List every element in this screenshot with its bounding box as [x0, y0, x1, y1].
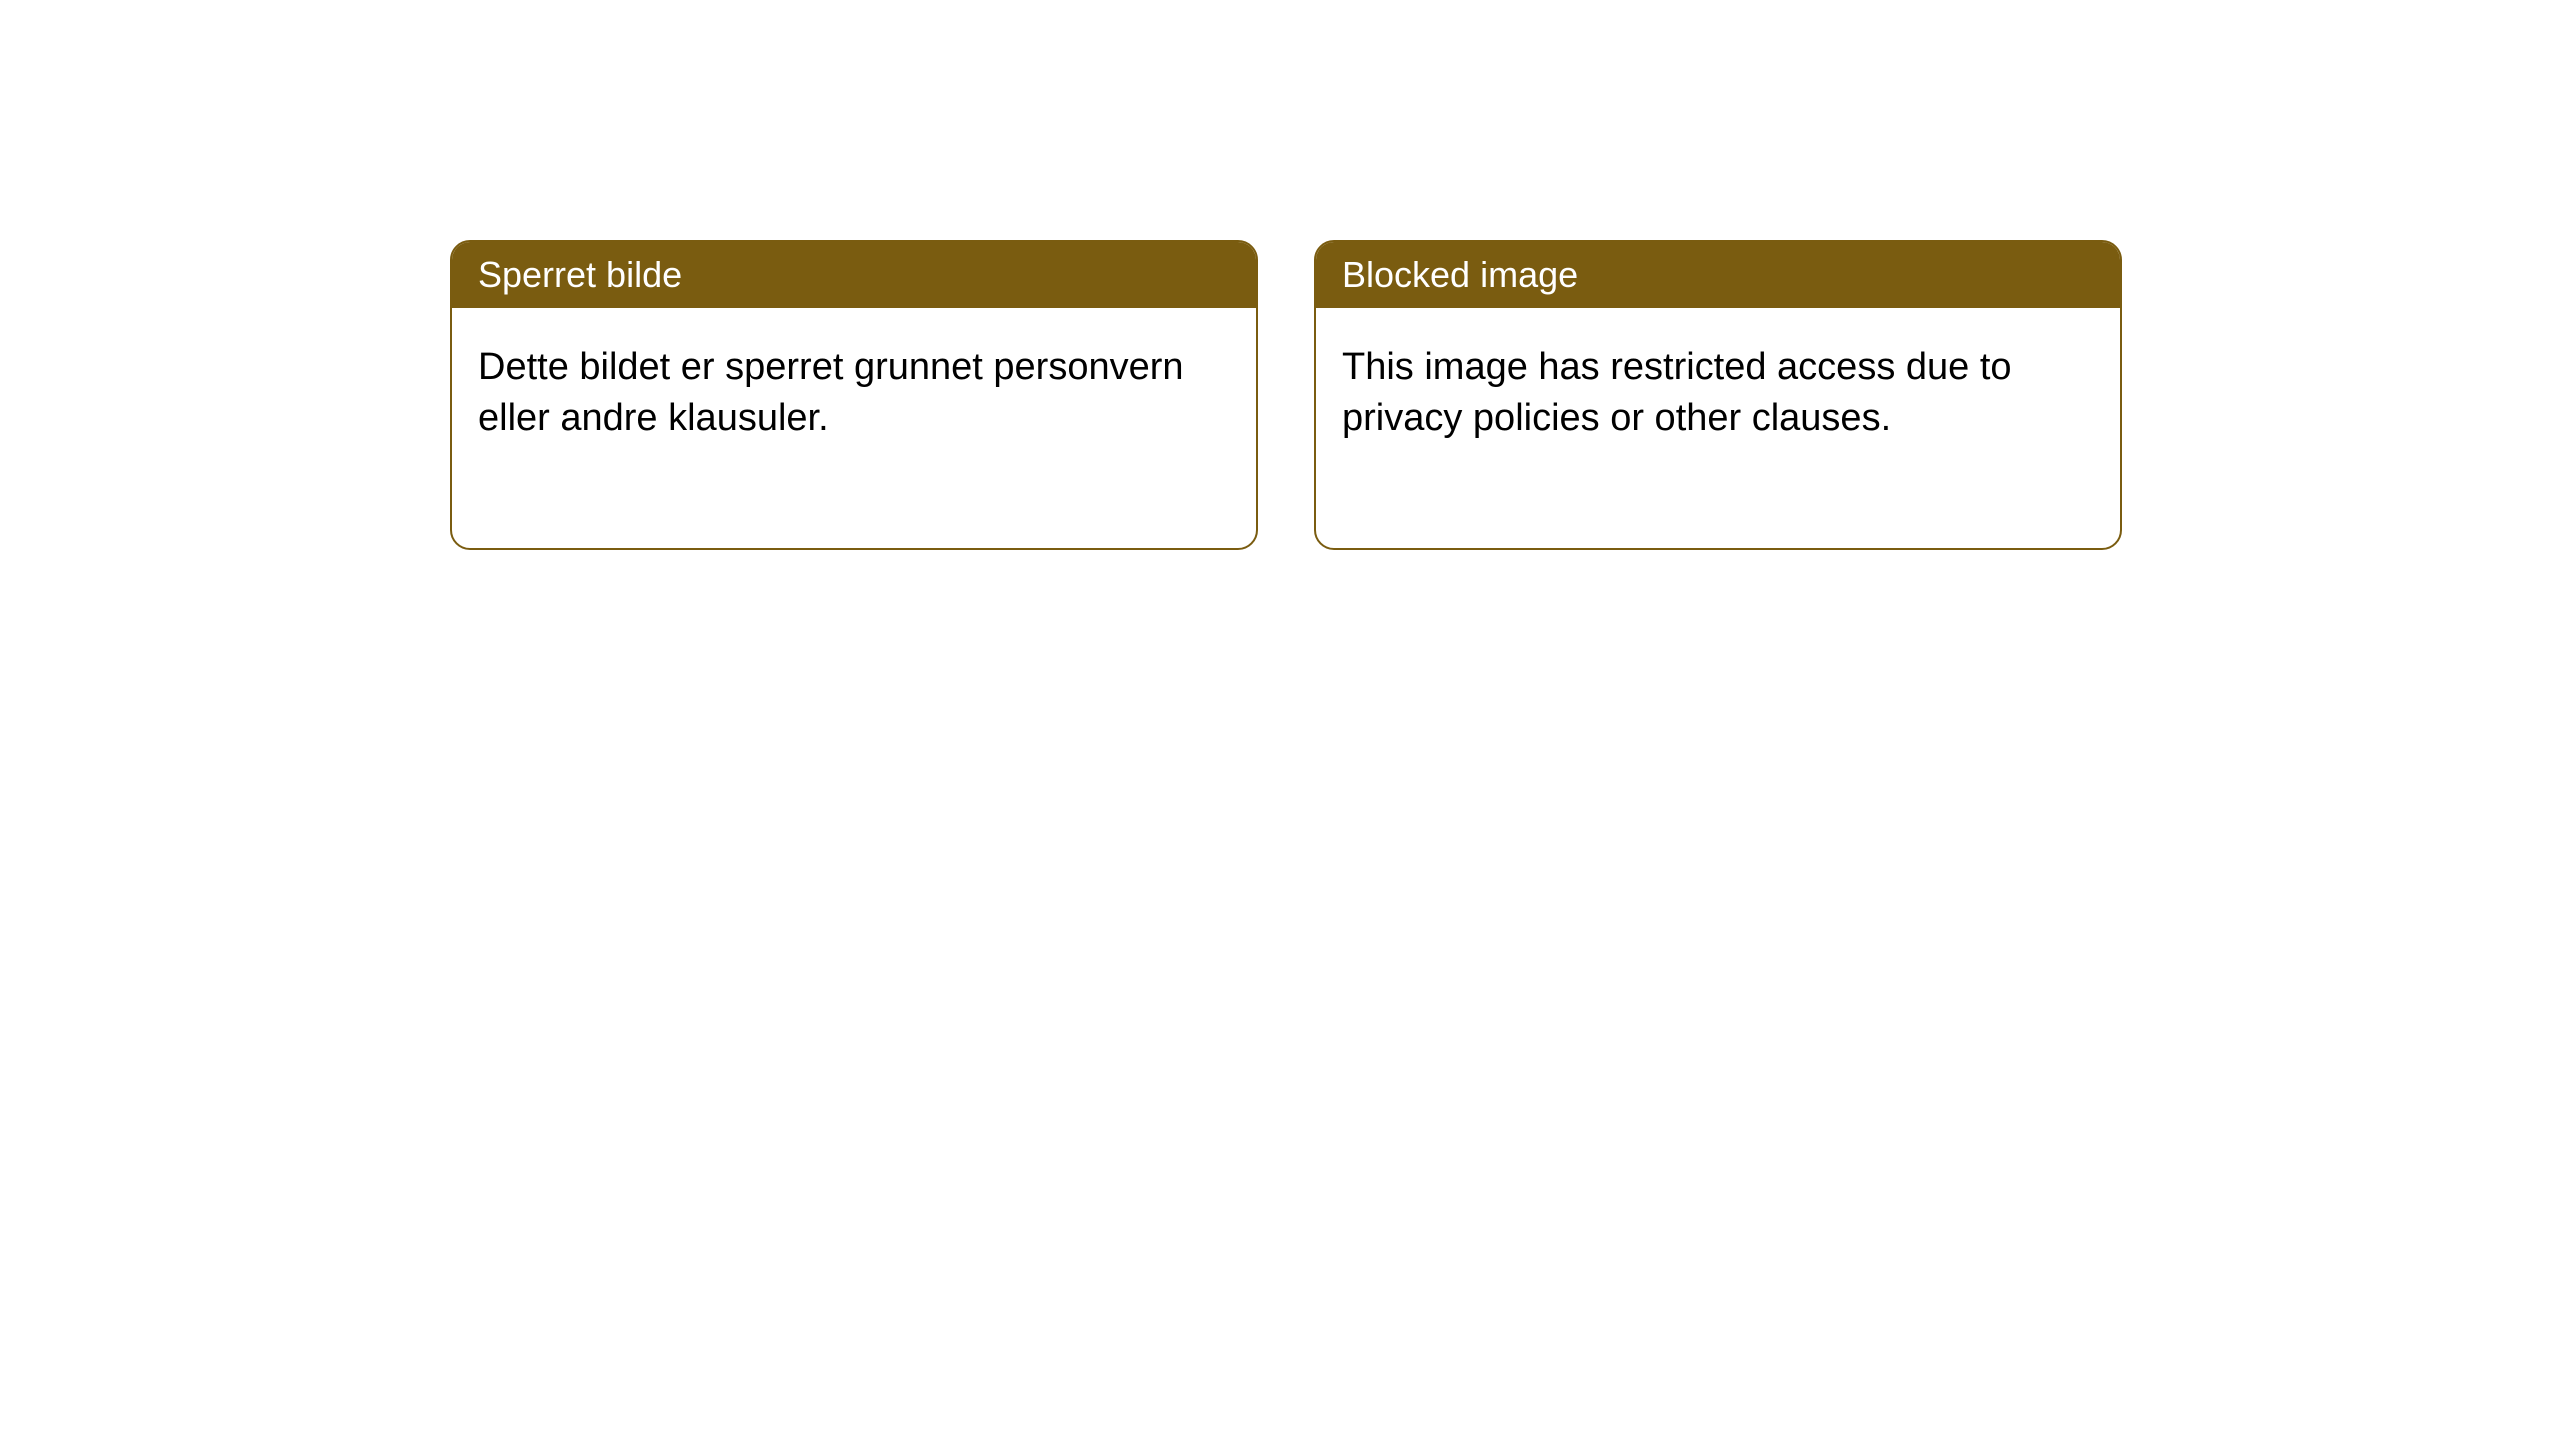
- notice-text: Dette bildet er sperret grunnet personve…: [478, 346, 1184, 439]
- notice-card-norwegian: Sperret bilde Dette bildet er sperret gr…: [450, 240, 1258, 550]
- notice-body: This image has restricted access due to …: [1316, 308, 2120, 548]
- notice-card-english: Blocked image This image has restricted …: [1314, 240, 2122, 550]
- notice-header: Sperret bilde: [452, 242, 1256, 308]
- notice-text: This image has restricted access due to …: [1342, 346, 2012, 439]
- notice-title: Sperret bilde: [478, 254, 682, 295]
- notice-title: Blocked image: [1342, 254, 1578, 295]
- notice-body: Dette bildet er sperret grunnet personve…: [452, 308, 1256, 548]
- notice-container: Sperret bilde Dette bildet er sperret gr…: [450, 240, 2122, 550]
- notice-header: Blocked image: [1316, 242, 2120, 308]
